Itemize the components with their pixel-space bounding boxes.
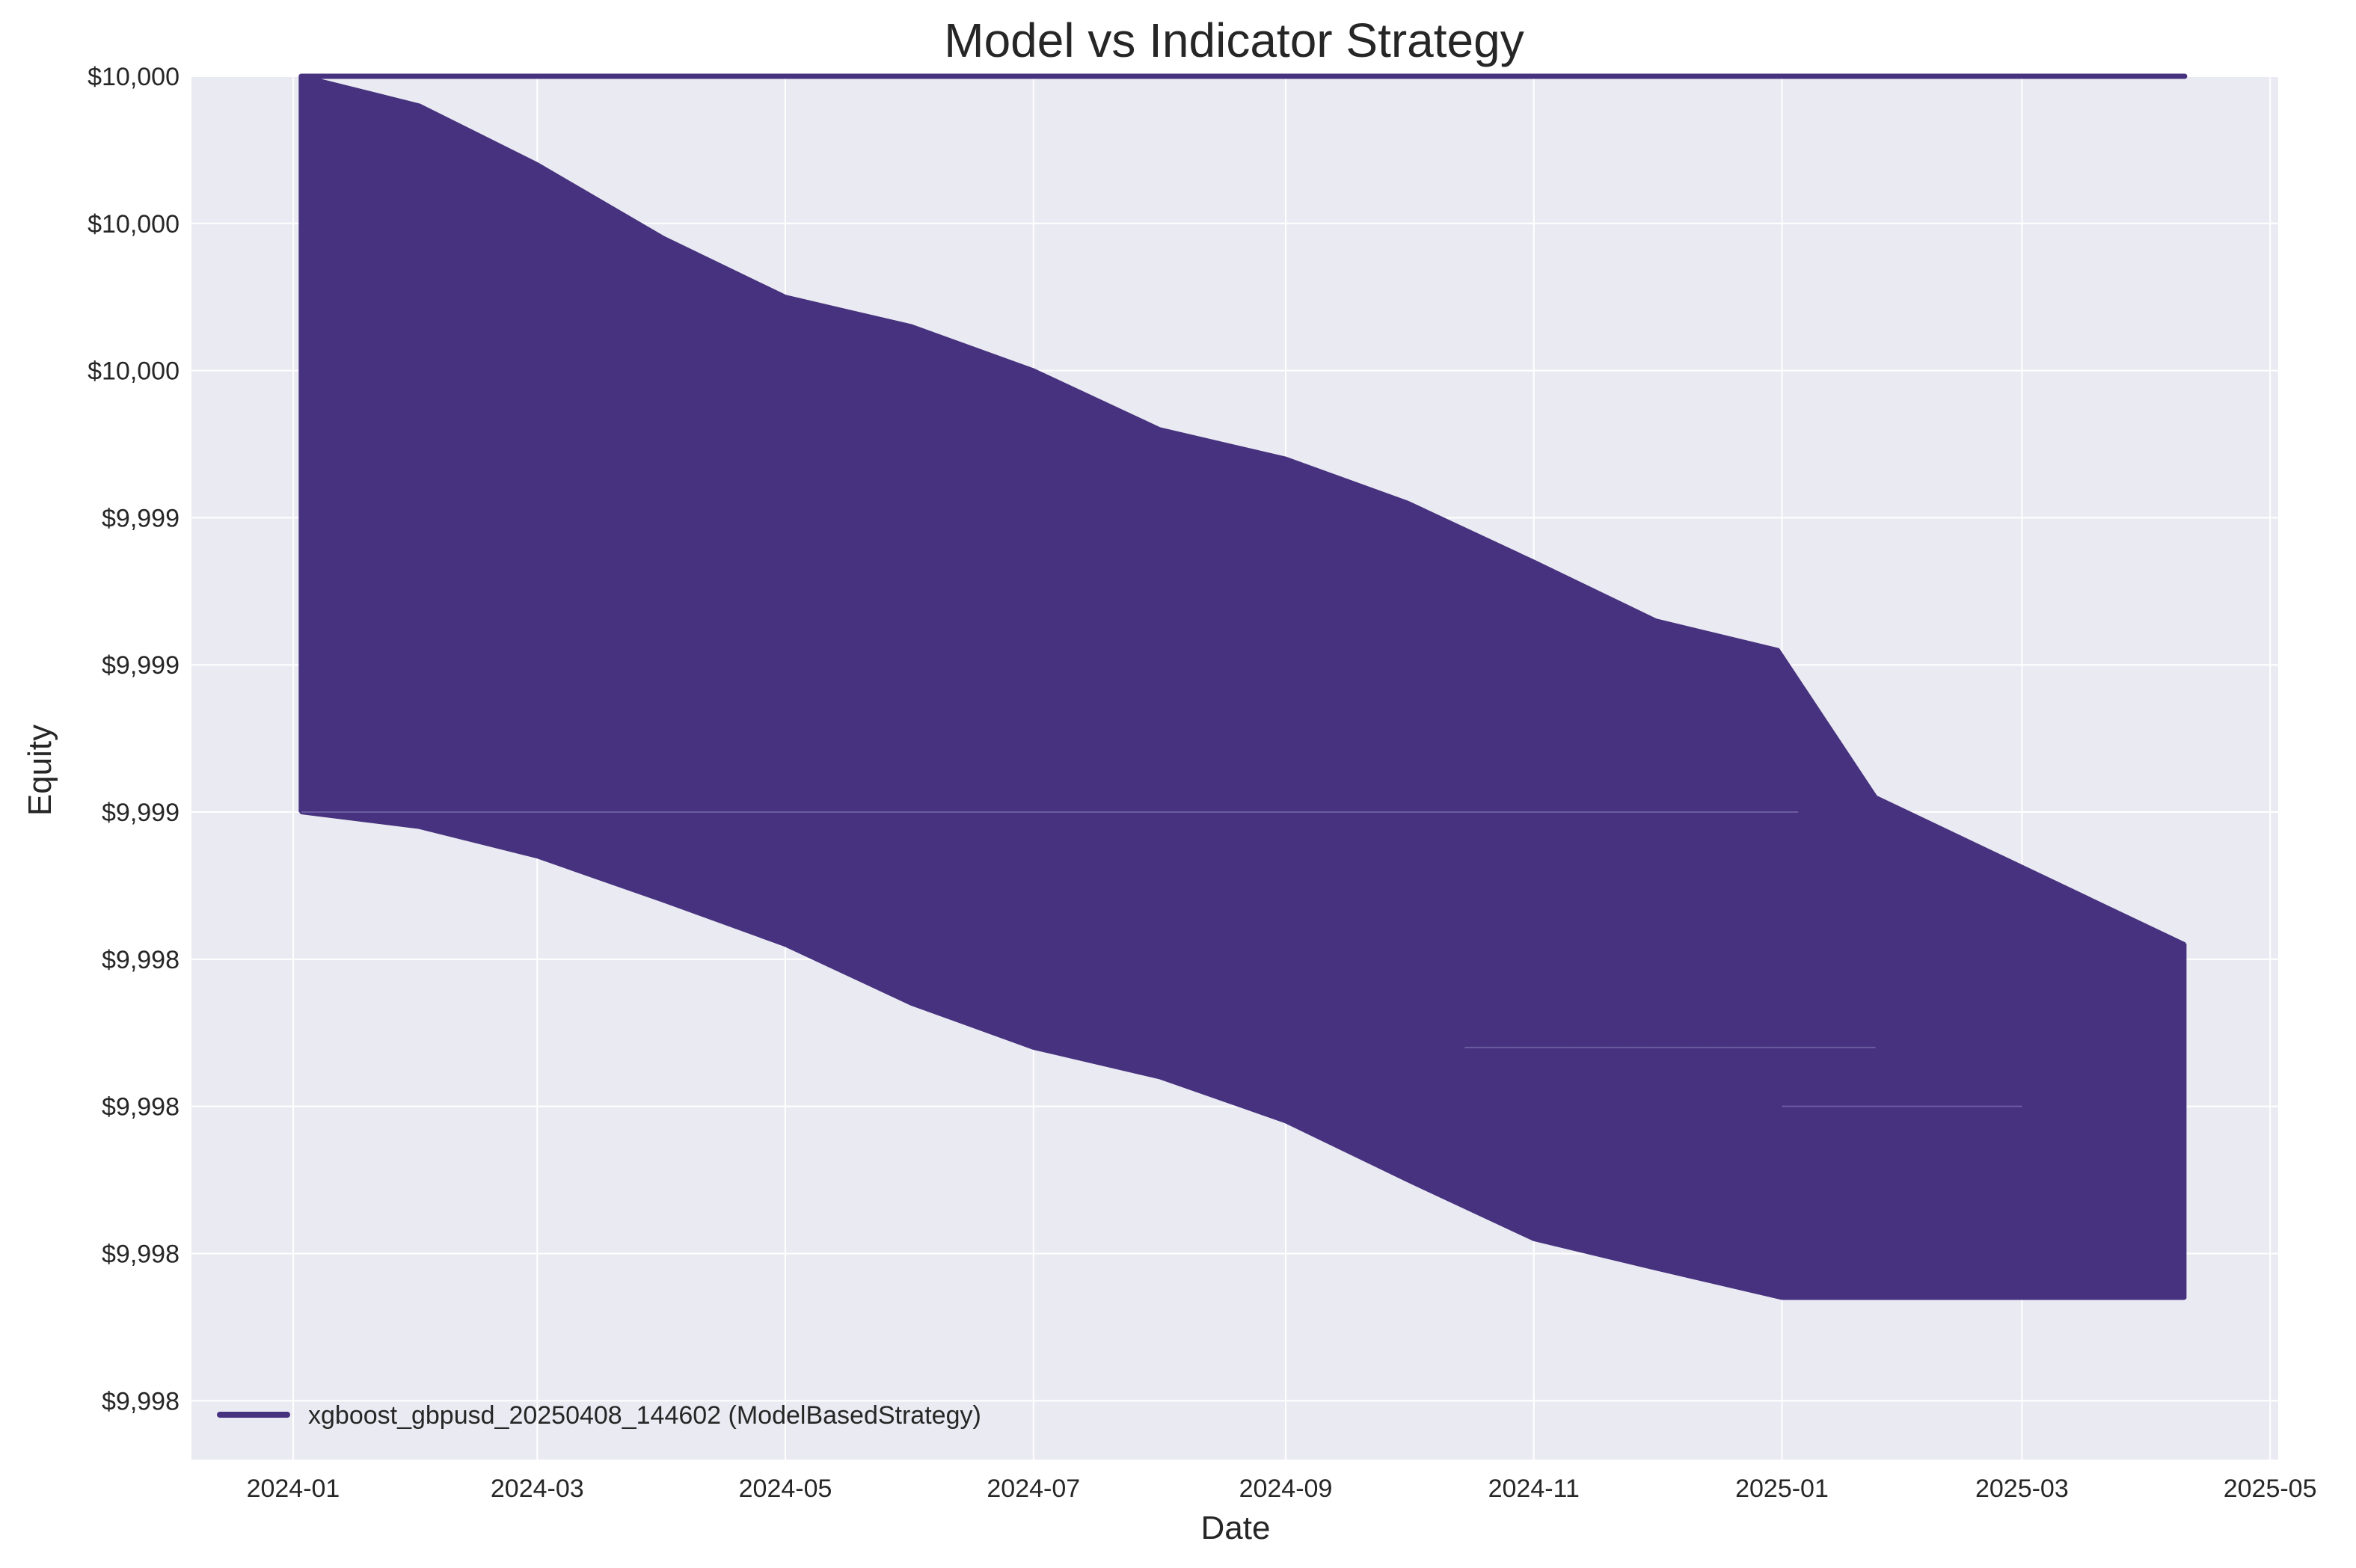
x-tick-labels: 2024-01 2024-03 2024-05 2024-07 2024-09 2024-… [247,1475,2317,1503]
series-equity [298,73,2188,1300]
x-tick-label: 2024-01 [247,1475,340,1503]
x-axis-label: Date [1201,1510,1271,1546]
y-tick-label: $9,998 [102,1093,180,1122]
y-tick-label: $9,999 [102,504,180,532]
x-tick-label: 2024-07 [987,1475,1080,1503]
y-tick-labels: $9,998 $9,998 $9,998 $9,998 $9,999 $9,999 $9,9… [88,63,180,1415]
legend: xgboost_gbpusd_20250408_144602 (ModelBas… [217,1401,981,1430]
x-tick-label: 2024-03 [491,1475,584,1503]
chart-title: Model vs Indicator Strategy [944,13,1524,67]
y-tick-label: $9,998 [102,1387,180,1415]
x-tick-label: 2024-09 [1239,1475,1333,1503]
x-tick-label: 2025-01 [1735,1475,1829,1503]
y-tick-label: $10,000 [88,357,180,386]
equity-upper-envelope [301,74,2186,947]
legend-entry-label: xgboost_gbpusd_20250408_144602 (ModelBas… [308,1401,981,1430]
y-tick-label: $9,999 [102,799,180,827]
x-tick-label: 2024-11 [1488,1475,1580,1503]
x-tick-label: 2024-05 [739,1475,832,1503]
x-tick-label: 2025-03 [1975,1475,2069,1503]
y-tick-label: $9,999 [102,651,180,680]
y-tick-label: $10,000 [88,63,180,91]
y-axis-label: Equity [22,725,58,816]
x-tick-label: 2025-05 [2224,1475,2317,1503]
y-tick-label: $10,000 [88,210,180,239]
y-tick-label: $9,998 [102,946,180,974]
equity-lower-envelope [301,810,2185,1300]
y-tick-label: $9,998 [102,1240,180,1268]
